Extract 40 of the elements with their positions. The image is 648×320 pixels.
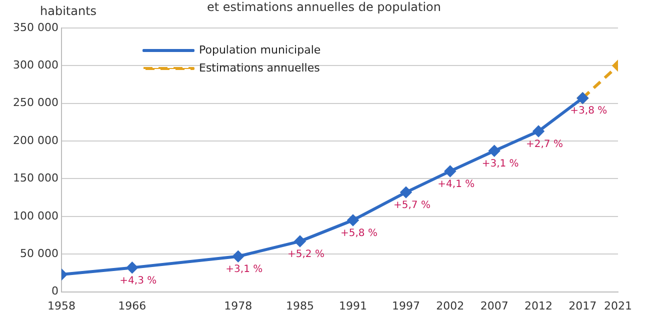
y-tick-label: 0 [51,284,58,298]
x-tick-label: 1991 [338,299,367,312]
point [400,186,412,198]
annotation: +4,1 % [438,178,475,190]
x-tick-label: 2002 [436,299,464,312]
x-tick-label: 2012 [524,299,552,312]
x-tick-label: 1997 [392,299,420,312]
x-tick-label: 2017 [568,299,597,312]
annotation: +5,8 % [340,228,378,239]
annotation: +3,8 % [570,106,608,117]
x-tick-label: 2021 [604,299,632,312]
y-tick-label: 350 000 [12,20,58,34]
annotation: +2,7 % [526,138,563,150]
x-tick-label: 1978 [224,299,252,312]
point [533,126,544,137]
y-tick-label: 100 000 [12,209,58,222]
x-tick-label: 1958 [47,299,76,312]
y-tick-label: 250 000 [12,96,58,110]
annotation: +5,7 % [394,200,430,211]
x-tick-label: 1985 [286,299,314,312]
y-tick-label: 300 000 [12,58,58,72]
annotation: +4,3 % [120,275,157,286]
legend-label: Population municipale [198,43,321,56]
annotation: +5,2 % [288,248,324,260]
point [347,214,358,226]
y-axis-title: habitants [40,4,97,18]
y-tick-label: 50 000 [20,246,58,260]
point [126,262,138,274]
point [232,250,244,262]
y-tick-label: 150 000 [12,172,58,185]
point [444,166,456,177]
y-tick-label: 200 000 [12,134,58,147]
x-tick-label: 1966 [118,299,146,312]
annotation: +3,1 % [482,158,519,170]
chart-title: et estimations annuelles de population [206,0,441,14]
legend-label: Estimations annuelles [198,61,320,74]
x-tick-label: 2007 [480,299,508,312]
annotation: +3,1 % [226,264,263,275]
point [488,145,500,156]
point [294,236,306,247]
